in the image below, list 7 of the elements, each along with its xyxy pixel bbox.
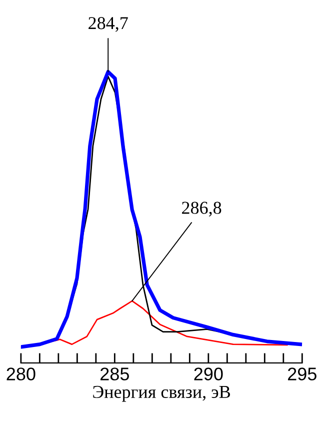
x-axis-title: Энергия связи, эВ	[93, 386, 230, 402]
x-tick-label: 290	[194, 368, 223, 380]
annotation: 284,7	[88, 17, 128, 32]
x-tick-label: 295	[288, 368, 316, 380]
x-tick-label: 280	[6, 368, 36, 380]
annotation: 286,8	[182, 202, 222, 217]
x-tick-label: 285	[100, 368, 129, 380]
